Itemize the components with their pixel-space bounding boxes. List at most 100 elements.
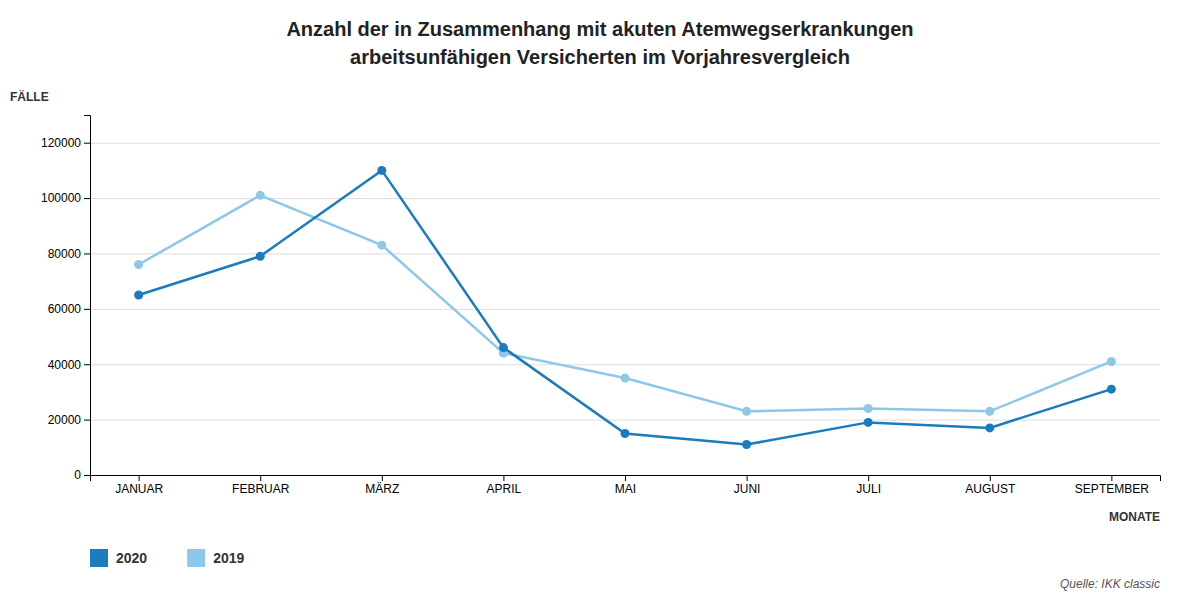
y-tick-mark bbox=[84, 475, 90, 476]
x-tick: APRIL bbox=[487, 475, 522, 496]
series-marker bbox=[742, 440, 751, 449]
x-tick-label: JANUAR bbox=[115, 482, 163, 496]
series-marker bbox=[864, 404, 873, 413]
series bbox=[134, 166, 1116, 449]
y-tick-label: 0 bbox=[74, 468, 81, 482]
y-tick: 120000 bbox=[41, 136, 90, 150]
x-tick: SEPTEMBER bbox=[1075, 475, 1149, 496]
x-tick-mark bbox=[625, 475, 626, 481]
series-marker bbox=[134, 260, 143, 269]
series-marker bbox=[985, 423, 994, 432]
x-axis: JANUAR FEBRUAR MÄRZ APRIL MAI JUNI JULI AUGUST S… bbox=[91, 475, 1161, 496]
grid-tick bbox=[90, 143, 1160, 144]
grid bbox=[90, 143, 1160, 475]
y-tick-mark bbox=[84, 364, 90, 365]
series-marker bbox=[864, 418, 873, 427]
x-tick-mark bbox=[868, 475, 869, 481]
grid-tick bbox=[90, 420, 1160, 421]
legend-item: 2020 bbox=[90, 549, 147, 567]
x-tick-mark bbox=[747, 475, 748, 481]
legend-label: 2020 bbox=[116, 550, 147, 566]
subtitle: arbeitsunfähigen Versicherten im Vorjahr… bbox=[350, 46, 850, 68]
y-tick-mark bbox=[84, 309, 90, 310]
y-tick-mark bbox=[84, 198, 90, 199]
x-tick-mark bbox=[139, 475, 140, 481]
grid-line bbox=[90, 143, 1160, 144]
y-tick: 0 bbox=[74, 468, 90, 482]
y-tick: 60000 bbox=[48, 302, 90, 316]
series-marker bbox=[1107, 385, 1116, 394]
y-tick-mark bbox=[84, 420, 90, 421]
grid-line bbox=[90, 198, 1160, 199]
x-axis-label: MONATE bbox=[1109, 510, 1160, 524]
series-marker bbox=[377, 241, 386, 250]
grid-line bbox=[90, 364, 1160, 365]
series-marker bbox=[377, 166, 386, 175]
x-tick-label: APRIL bbox=[487, 482, 522, 496]
grid-line bbox=[90, 253, 1160, 254]
chart: Anzahl der in Zusammenhang mit akuten At… bbox=[0, 0, 1200, 600]
y-axis-label: FÄLLE bbox=[10, 89, 49, 104]
x-axis-line bbox=[91, 476, 1161, 482]
y-tick-label: 120000 bbox=[41, 136, 81, 150]
x-tick-mark bbox=[1111, 475, 1112, 481]
x-tick-label: MAI bbox=[615, 482, 636, 496]
x-tick: FEBRUAR bbox=[232, 475, 290, 496]
grid-tick bbox=[90, 364, 1160, 365]
x-tick-label: SEPTEMBER bbox=[1075, 482, 1149, 496]
series-group bbox=[134, 166, 1116, 449]
y-tick-label: 100000 bbox=[41, 191, 81, 205]
series-marker bbox=[499, 343, 508, 352]
legend-swatch bbox=[187, 549, 205, 567]
grid-line bbox=[90, 309, 1160, 310]
x-tick: JUNI bbox=[734, 475, 761, 496]
y-tick-label: 20000 bbox=[48, 413, 82, 427]
series-marker bbox=[134, 291, 143, 300]
series-marker bbox=[621, 429, 630, 438]
x-tick-label: FEBRUAR bbox=[232, 482, 290, 496]
x-tick: MÄRZ bbox=[365, 475, 399, 496]
legend-swatch bbox=[90, 549, 108, 567]
series-marker bbox=[742, 407, 751, 416]
title: Anzahl der in Zusammenhang mit akuten At… bbox=[286, 18, 913, 40]
series-marker bbox=[256, 252, 265, 261]
x-tick: MAI bbox=[615, 475, 636, 496]
series-marker bbox=[985, 407, 994, 416]
series-line bbox=[139, 195, 1112, 411]
x-tick-label: MÄRZ bbox=[365, 482, 399, 496]
grid-tick bbox=[90, 309, 1160, 310]
y-tick-label: 40000 bbox=[48, 358, 82, 372]
series bbox=[134, 191, 1116, 416]
plot-area: 0 20000 40000 60000 80000 100000 120000 JANUAR F… bbox=[10, 89, 1161, 524]
series-marker bbox=[1107, 357, 1116, 366]
series-line bbox=[139, 170, 1112, 444]
grid-tick bbox=[90, 253, 1160, 254]
x-tick-mark bbox=[990, 475, 991, 481]
legend: 2020 2019 bbox=[90, 549, 245, 567]
y-tick-label: 60000 bbox=[48, 302, 82, 316]
x-tick-label: JULI bbox=[856, 482, 881, 496]
x-tick: JANUAR bbox=[115, 475, 163, 496]
y-tick: 20000 bbox=[48, 413, 90, 427]
x-tick: JULI bbox=[856, 475, 881, 496]
annotation: Quelle: IKK classic bbox=[1060, 577, 1160, 591]
x-tick-label: AUGUST bbox=[965, 482, 1016, 496]
y-tick: 40000 bbox=[48, 358, 90, 372]
x-tick-mark bbox=[382, 475, 383, 481]
x-tick: AUGUST bbox=[965, 475, 1016, 496]
legend-label: 2019 bbox=[213, 550, 244, 566]
y-tick: 80000 bbox=[48, 247, 90, 261]
legend-item: 2019 bbox=[187, 549, 244, 567]
grid-line bbox=[90, 420, 1160, 421]
x-tick-label: JUNI bbox=[734, 482, 761, 496]
series-marker bbox=[256, 191, 265, 200]
grid-tick bbox=[90, 198, 1160, 199]
y-tick-label: 80000 bbox=[48, 247, 82, 261]
y-tick-mark bbox=[84, 253, 90, 254]
x-tick-mark bbox=[260, 475, 261, 481]
series-marker bbox=[621, 374, 630, 383]
x-tick-mark bbox=[503, 475, 504, 481]
y-axis-line bbox=[84, 116, 91, 476]
y-tick-mark bbox=[84, 143, 90, 144]
y-tick: 100000 bbox=[41, 191, 90, 205]
